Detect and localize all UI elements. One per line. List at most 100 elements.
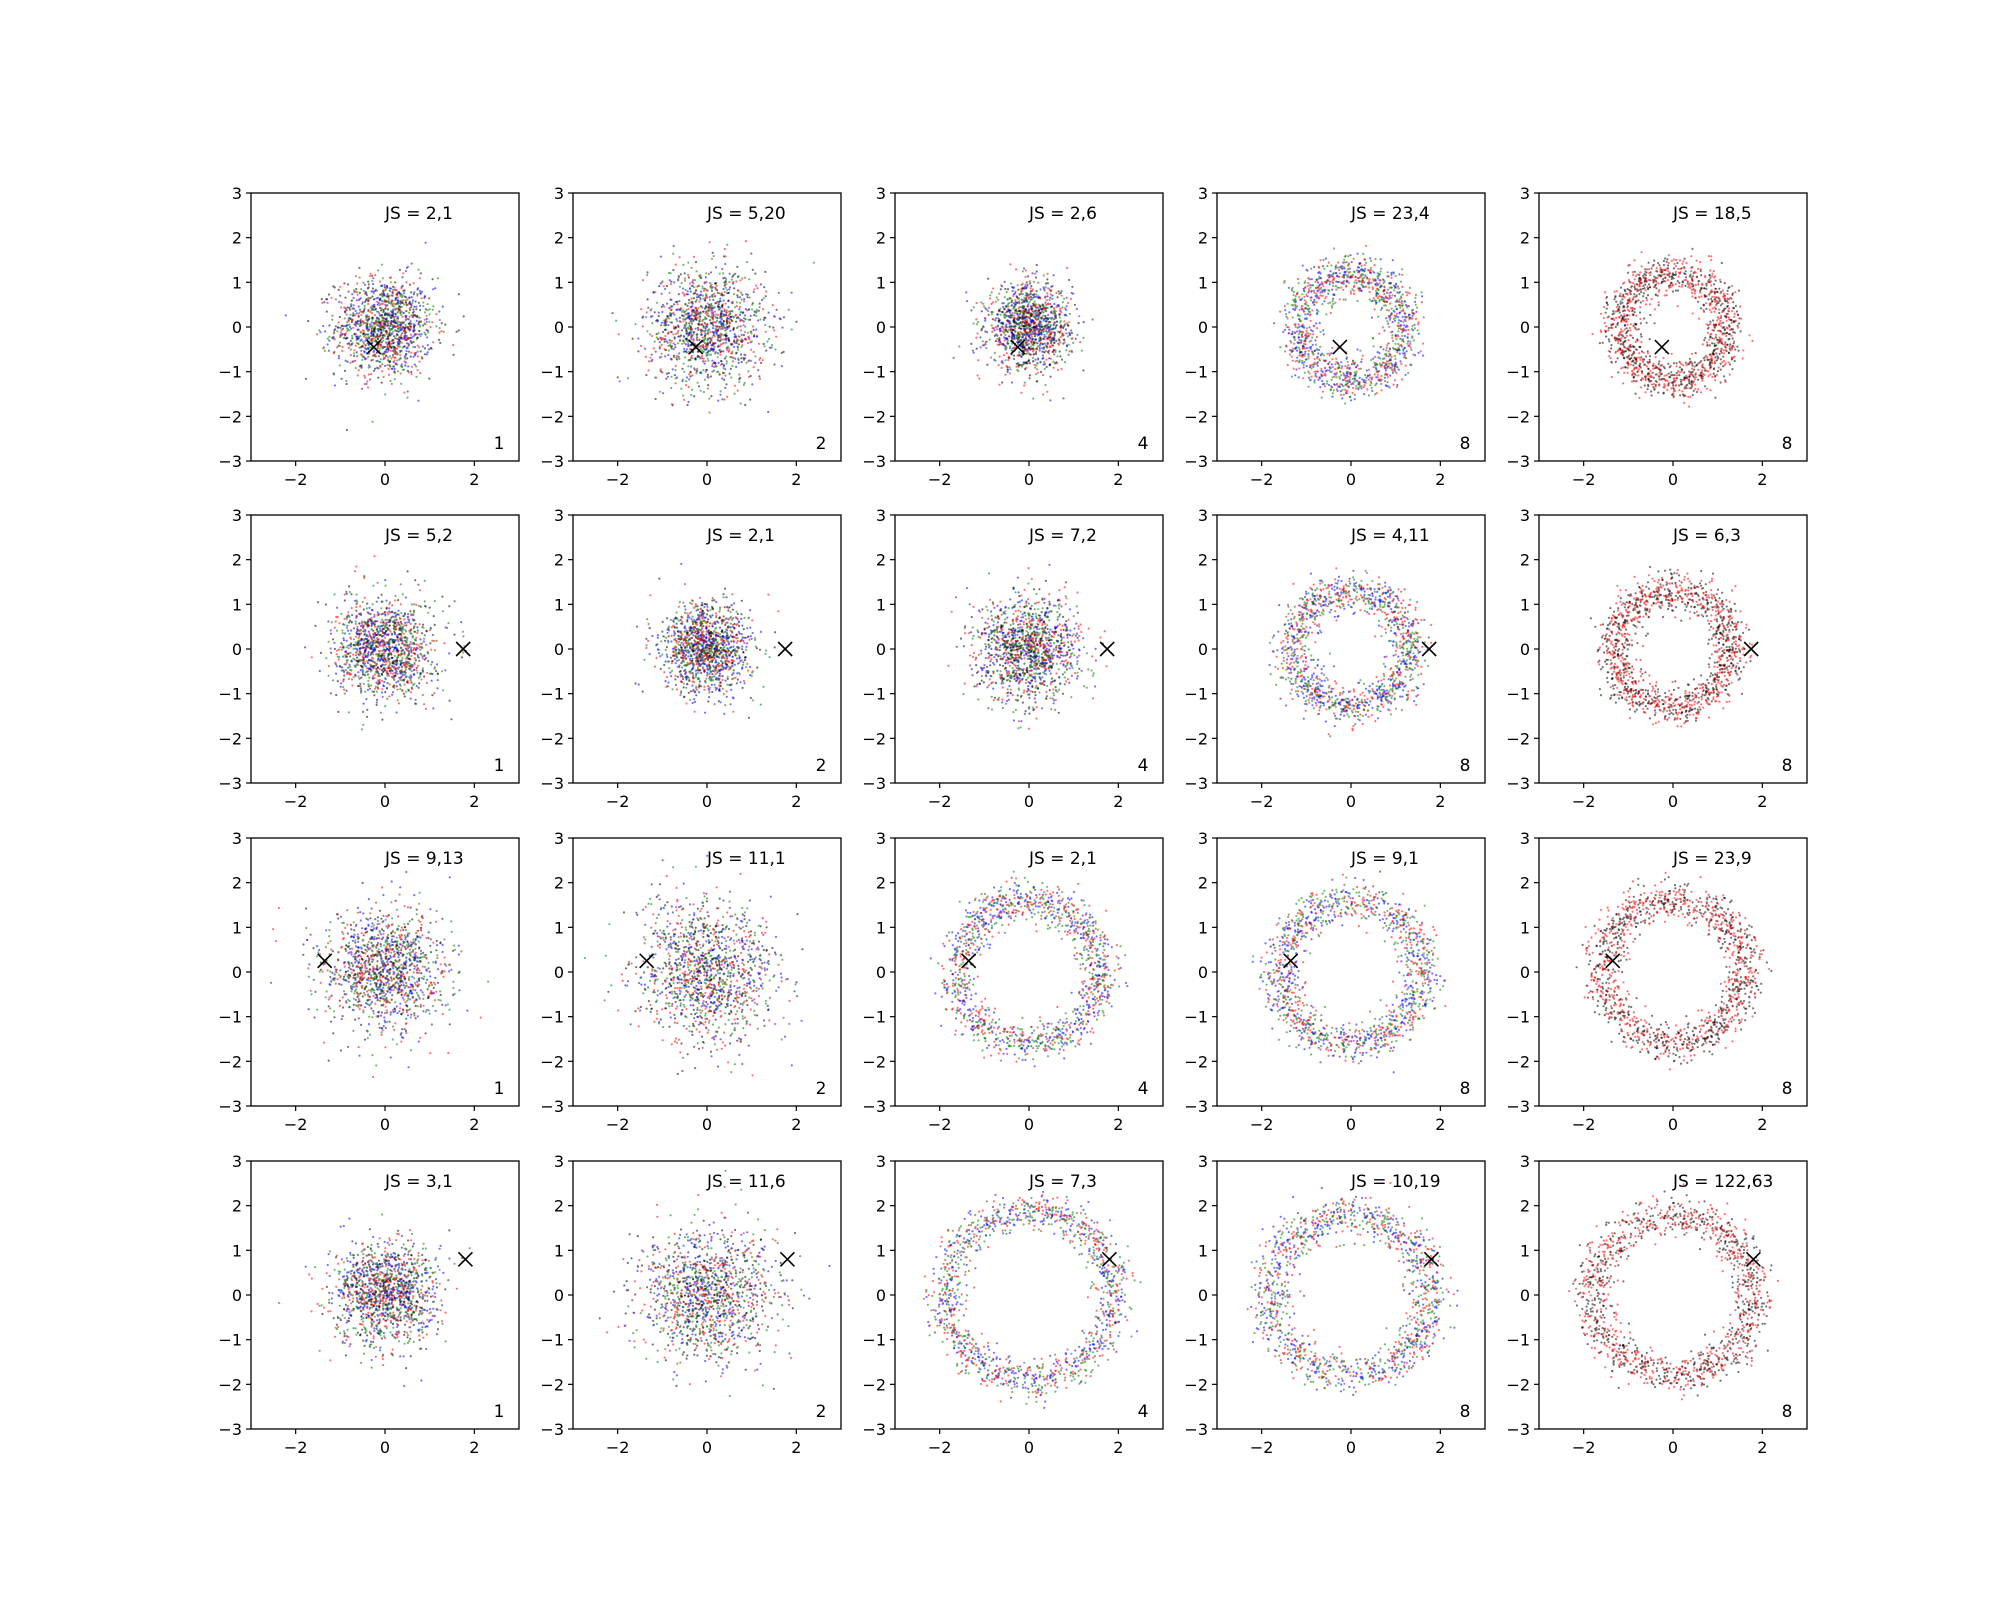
data-point [1394, 348, 1397, 351]
data-point [401, 315, 404, 318]
data-point [380, 331, 383, 334]
data-point [1380, 374, 1383, 378]
data-point [1042, 356, 1045, 360]
data-point [1315, 311, 1319, 314]
data-point [1074, 337, 1077, 340]
data-point [687, 326, 690, 329]
data-point [637, 350, 640, 353]
data-point [987, 277, 990, 280]
data-point [1044, 326, 1047, 329]
data-point [400, 313, 403, 316]
data-point [1292, 335, 1295, 338]
data-point [412, 323, 415, 326]
data-point [687, 302, 691, 305]
data-point [712, 321, 716, 324]
data-point [1042, 346, 1046, 349]
data-point [1035, 368, 1039, 371]
data-point [404, 357, 407, 360]
data-point [1306, 332, 1310, 335]
data-point [1042, 348, 1045, 351]
data-point [1346, 389, 1349, 392]
data-point [714, 325, 717, 328]
data-point [710, 289, 714, 292]
data-point [1336, 266, 1339, 269]
data-point [392, 335, 396, 338]
data-point [694, 310, 697, 313]
data-point [726, 337, 729, 340]
data-point [419, 372, 422, 375]
data-point [1322, 258, 1325, 262]
data-point [370, 290, 373, 293]
data-point [975, 318, 978, 321]
data-point [366, 380, 369, 383]
data-point [384, 364, 387, 367]
data-point [1368, 286, 1371, 289]
data-point [714, 351, 718, 354]
data-point [1386, 288, 1389, 291]
data-point [348, 306, 351, 309]
data-point [349, 313, 352, 316]
data-point [1043, 367, 1046, 370]
data-point [386, 345, 389, 348]
data-point [725, 334, 728, 337]
data-point [695, 372, 698, 375]
data-point [1316, 294, 1319, 297]
data-point [1071, 337, 1074, 340]
data-point [1342, 261, 1345, 264]
data-point [984, 319, 987, 322]
data-point [1036, 342, 1039, 345]
data-point [441, 305, 444, 308]
data-point [995, 317, 998, 320]
data-point [362, 332, 365, 335]
data-point [686, 376, 689, 379]
data-point [1004, 328, 1007, 331]
data-point [733, 345, 736, 348]
data-point [750, 348, 753, 351]
data-point [371, 316, 374, 319]
data-point [1395, 371, 1398, 374]
data-point [1365, 285, 1368, 288]
data-point [407, 318, 410, 321]
data-point [401, 294, 404, 297]
data-point [1328, 289, 1331, 292]
data-point [405, 336, 408, 339]
data-point [1357, 386, 1360, 389]
data-point [687, 261, 690, 264]
data-point [682, 394, 685, 397]
data-point [1369, 268, 1372, 272]
data-point [392, 330, 395, 333]
data-point [740, 338, 743, 341]
data-point [1328, 275, 1331, 279]
data-point [726, 289, 729, 292]
data-point [639, 344, 643, 347]
data-point [678, 300, 681, 303]
data-point [356, 328, 359, 331]
data-point [662, 285, 665, 288]
data-point [641, 279, 645, 282]
data-point [682, 339, 685, 342]
data-point [664, 349, 667, 352]
data-point [1030, 335, 1033, 338]
data-point [673, 327, 676, 330]
data-point [358, 319, 362, 322]
data-point [372, 304, 375, 307]
data-point [723, 290, 726, 294]
data-point [681, 291, 684, 294]
data-point [683, 370, 686, 373]
data-point [350, 321, 353, 324]
data-point [717, 306, 720, 309]
data-point [1048, 298, 1051, 301]
x-tick-label: −2 [606, 470, 630, 489]
data-point [712, 348, 715, 351]
data-point [668, 339, 671, 342]
data-point [356, 374, 359, 377]
data-point [1042, 304, 1045, 307]
data-point [731, 282, 735, 285]
data-point [381, 294, 384, 297]
data-point [661, 310, 664, 314]
data-point [350, 343, 353, 346]
data-point [1019, 335, 1022, 338]
data-point [1283, 280, 1286, 283]
data-point [709, 348, 713, 351]
y-tick-label: 0 [876, 318, 886, 337]
